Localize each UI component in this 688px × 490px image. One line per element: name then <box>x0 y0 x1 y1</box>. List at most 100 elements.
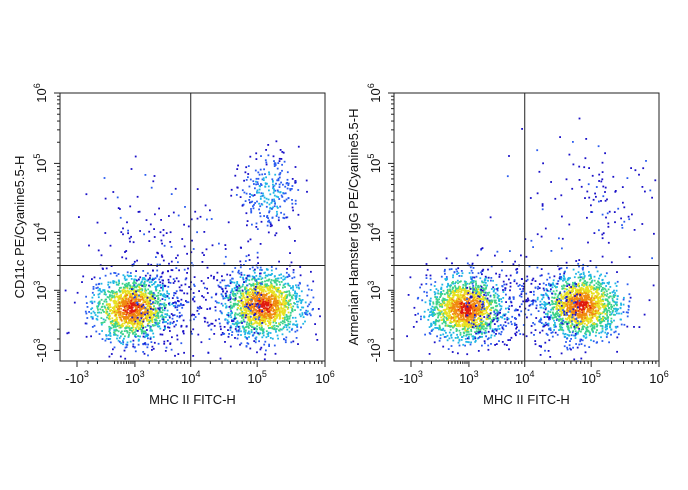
event-dot <box>107 296 110 299</box>
event-dot <box>191 313 194 316</box>
event-dot <box>228 285 231 287</box>
event-dot <box>292 305 295 308</box>
event-dot <box>113 295 115 297</box>
event-dot <box>231 320 233 322</box>
event-dot <box>297 343 299 345</box>
event-dot <box>280 281 283 283</box>
event-dot <box>273 285 275 288</box>
event-dot <box>270 284 273 286</box>
event-dot <box>129 340 132 343</box>
event-dot <box>149 296 152 299</box>
event-dot <box>250 208 252 210</box>
event-dot <box>223 326 226 328</box>
event-dot <box>253 319 256 322</box>
event-dot <box>153 305 155 308</box>
event-dot <box>116 337 118 340</box>
event-dot <box>100 282 103 285</box>
event-dot <box>147 354 149 357</box>
event-dot <box>109 306 112 308</box>
event-dot <box>167 326 169 329</box>
event-dot <box>501 285 504 287</box>
event-dot <box>275 310 278 313</box>
event-dot <box>173 294 175 297</box>
event-dot <box>267 144 270 146</box>
event-dot <box>156 263 159 266</box>
event-dot <box>285 216 288 219</box>
event-dot <box>143 282 146 285</box>
y-tick-label: 104 <box>32 223 49 242</box>
event-dot <box>193 276 196 278</box>
event-dot <box>454 317 457 320</box>
event-dot <box>460 310 463 312</box>
event-dot <box>464 305 467 307</box>
event-dot <box>258 308 261 311</box>
event-dot <box>273 194 276 197</box>
event-dot <box>254 293 256 296</box>
event-dot <box>186 292 189 295</box>
event-dot <box>147 305 150 308</box>
event-dot <box>110 309 112 311</box>
event-dot <box>265 183 267 185</box>
event-dot <box>165 316 167 318</box>
event-dot <box>157 294 159 297</box>
event-dot <box>183 351 185 354</box>
event-dot <box>469 276 472 279</box>
event-dot <box>146 309 149 312</box>
event-dot <box>469 281 472 284</box>
event-dot <box>431 308 434 311</box>
event-dot <box>267 295 270 298</box>
event-dot <box>148 319 150 321</box>
event-dot <box>486 311 488 314</box>
event-dot <box>466 353 469 356</box>
event-dot <box>248 330 250 333</box>
event-dot <box>280 291 282 294</box>
event-dot <box>215 293 217 296</box>
event-dot <box>432 322 435 324</box>
event-dot <box>177 214 180 217</box>
event-dot <box>277 277 280 280</box>
event-dot <box>266 224 269 227</box>
event-dot <box>134 314 137 317</box>
event-dot <box>166 290 168 293</box>
event-dot <box>255 290 258 293</box>
event-dot <box>446 303 449 306</box>
event-dot <box>451 308 454 311</box>
event-dot <box>148 316 151 319</box>
event-dot <box>250 283 252 286</box>
event-dot <box>85 322 88 325</box>
event-dot <box>288 225 291 228</box>
event-dot <box>163 304 165 307</box>
event-dot <box>263 293 265 296</box>
event-dot <box>240 320 243 323</box>
event-dot <box>258 188 261 191</box>
event-dot <box>264 307 267 309</box>
event-dot <box>249 178 252 181</box>
event-dot <box>260 319 263 321</box>
event-dot <box>136 309 139 312</box>
event-dot <box>95 287 98 289</box>
event-dot <box>274 311 277 314</box>
event-dot <box>90 315 93 318</box>
event-dot <box>278 291 281 294</box>
event-dot <box>279 317 281 320</box>
event-dot <box>276 279 279 282</box>
event-dot <box>241 285 244 288</box>
event-dot <box>153 313 155 316</box>
event-dot <box>207 324 210 327</box>
event-dot <box>273 281 276 284</box>
event-dot <box>257 299 259 302</box>
event-dot <box>464 314 467 317</box>
event-dot <box>258 296 261 298</box>
event-dot <box>242 307 245 310</box>
event-dot <box>272 185 275 188</box>
event-dot <box>119 316 122 319</box>
event-dot <box>478 304 480 307</box>
event-dot <box>275 140 278 143</box>
event-dot <box>262 179 265 181</box>
event-dot <box>451 306 454 309</box>
event-dot <box>136 195 139 198</box>
event-dot <box>113 346 116 349</box>
population-4 <box>78 155 256 289</box>
event-dot <box>107 305 110 308</box>
event-dot <box>248 293 251 296</box>
